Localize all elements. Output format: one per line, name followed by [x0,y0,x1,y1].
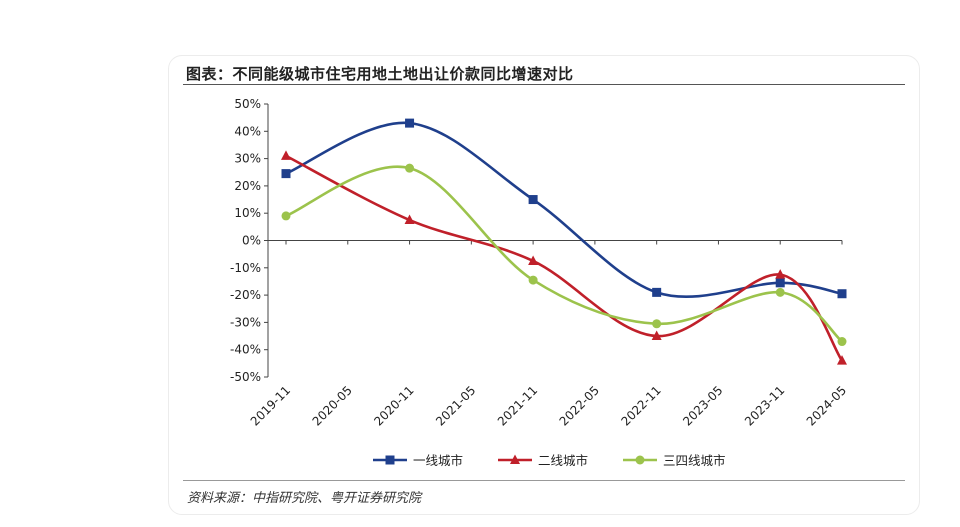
x-tick-label: 2023-05 [680,383,725,428]
y-tick-label: 40% [234,124,261,138]
x-tick-label: 2022-11 [618,383,663,428]
legend-swatch-marker [635,455,645,465]
y-tick-label: 20% [234,179,261,193]
series-line-3 [285,165,843,343]
data-point-series-3 [405,163,415,173]
data-point-series-2 [528,255,539,265]
data-point-series-1 [405,118,415,128]
x-tick-label: 2021-11 [495,383,540,428]
source-note: 资料来源：中指研究院、粤开证券研究院 [187,491,422,506]
legend-label: 二线城市 [538,453,588,468]
data-point-series-3 [775,287,785,297]
y-tick-label: -50% [230,370,261,384]
data-point-series-3 [528,275,538,285]
legend-swatch-marker [510,454,520,464]
legend: 一线城市 二线城市 三四线城市 [373,453,726,468]
data-point-series-2 [281,150,291,160]
data-point-series-1 [837,289,847,299]
y-tick-label: -10% [230,261,261,275]
data-point-series-2 [651,330,662,341]
series-line-1 [285,121,843,298]
data-point-series-2 [837,355,847,365]
data-point-series-2 [775,269,786,279]
y-tick-label: 50% [234,97,261,111]
y-tick-label: -40% [230,343,261,357]
series-group [281,118,847,365]
chart-card [168,55,920,515]
x-tick-label: 2023-11 [742,383,787,428]
y-axis: 50% 40% 30% 20% 10% 0% -10% -20% -30% -40% -50% [230,97,269,384]
title-divider [183,84,905,85]
series-line-2 [285,154,844,362]
data-point-series-3 [281,211,291,221]
legend-label: 一线城市 [413,453,463,468]
data-point-series-3 [652,319,662,329]
data-point-series-2 [404,214,415,225]
y-tick-label: -30% [230,315,261,329]
x-tick-label: 2022-05 [557,383,602,428]
y-tick-label: 0% [242,234,261,248]
x-tick-label: 2019-11 [248,383,293,428]
legend-label: 三四线城市 [663,453,726,468]
x-tick-label: 2021-05 [433,383,478,428]
source-divider [183,480,905,481]
x-tick-label: 2020-11 [371,383,416,428]
legend-swatch-marker [385,455,395,465]
data-point-series-1 [775,278,785,288]
data-point-series-3 [837,337,847,347]
data-point-series-1 [528,195,538,205]
data-point-series-1 [652,287,662,297]
y-tick-label: 30% [234,152,261,166]
chart-title: 图表：不同能级城市住宅用地土地出让价款同比增速对比 [186,65,574,83]
y-tick-label: -20% [230,288,261,302]
data-point-series-1 [281,169,291,179]
x-tick-label: 2020-05 [310,383,355,428]
y-tick-label: 10% [234,206,261,220]
x-tick-label: 2024-05 [804,383,849,428]
